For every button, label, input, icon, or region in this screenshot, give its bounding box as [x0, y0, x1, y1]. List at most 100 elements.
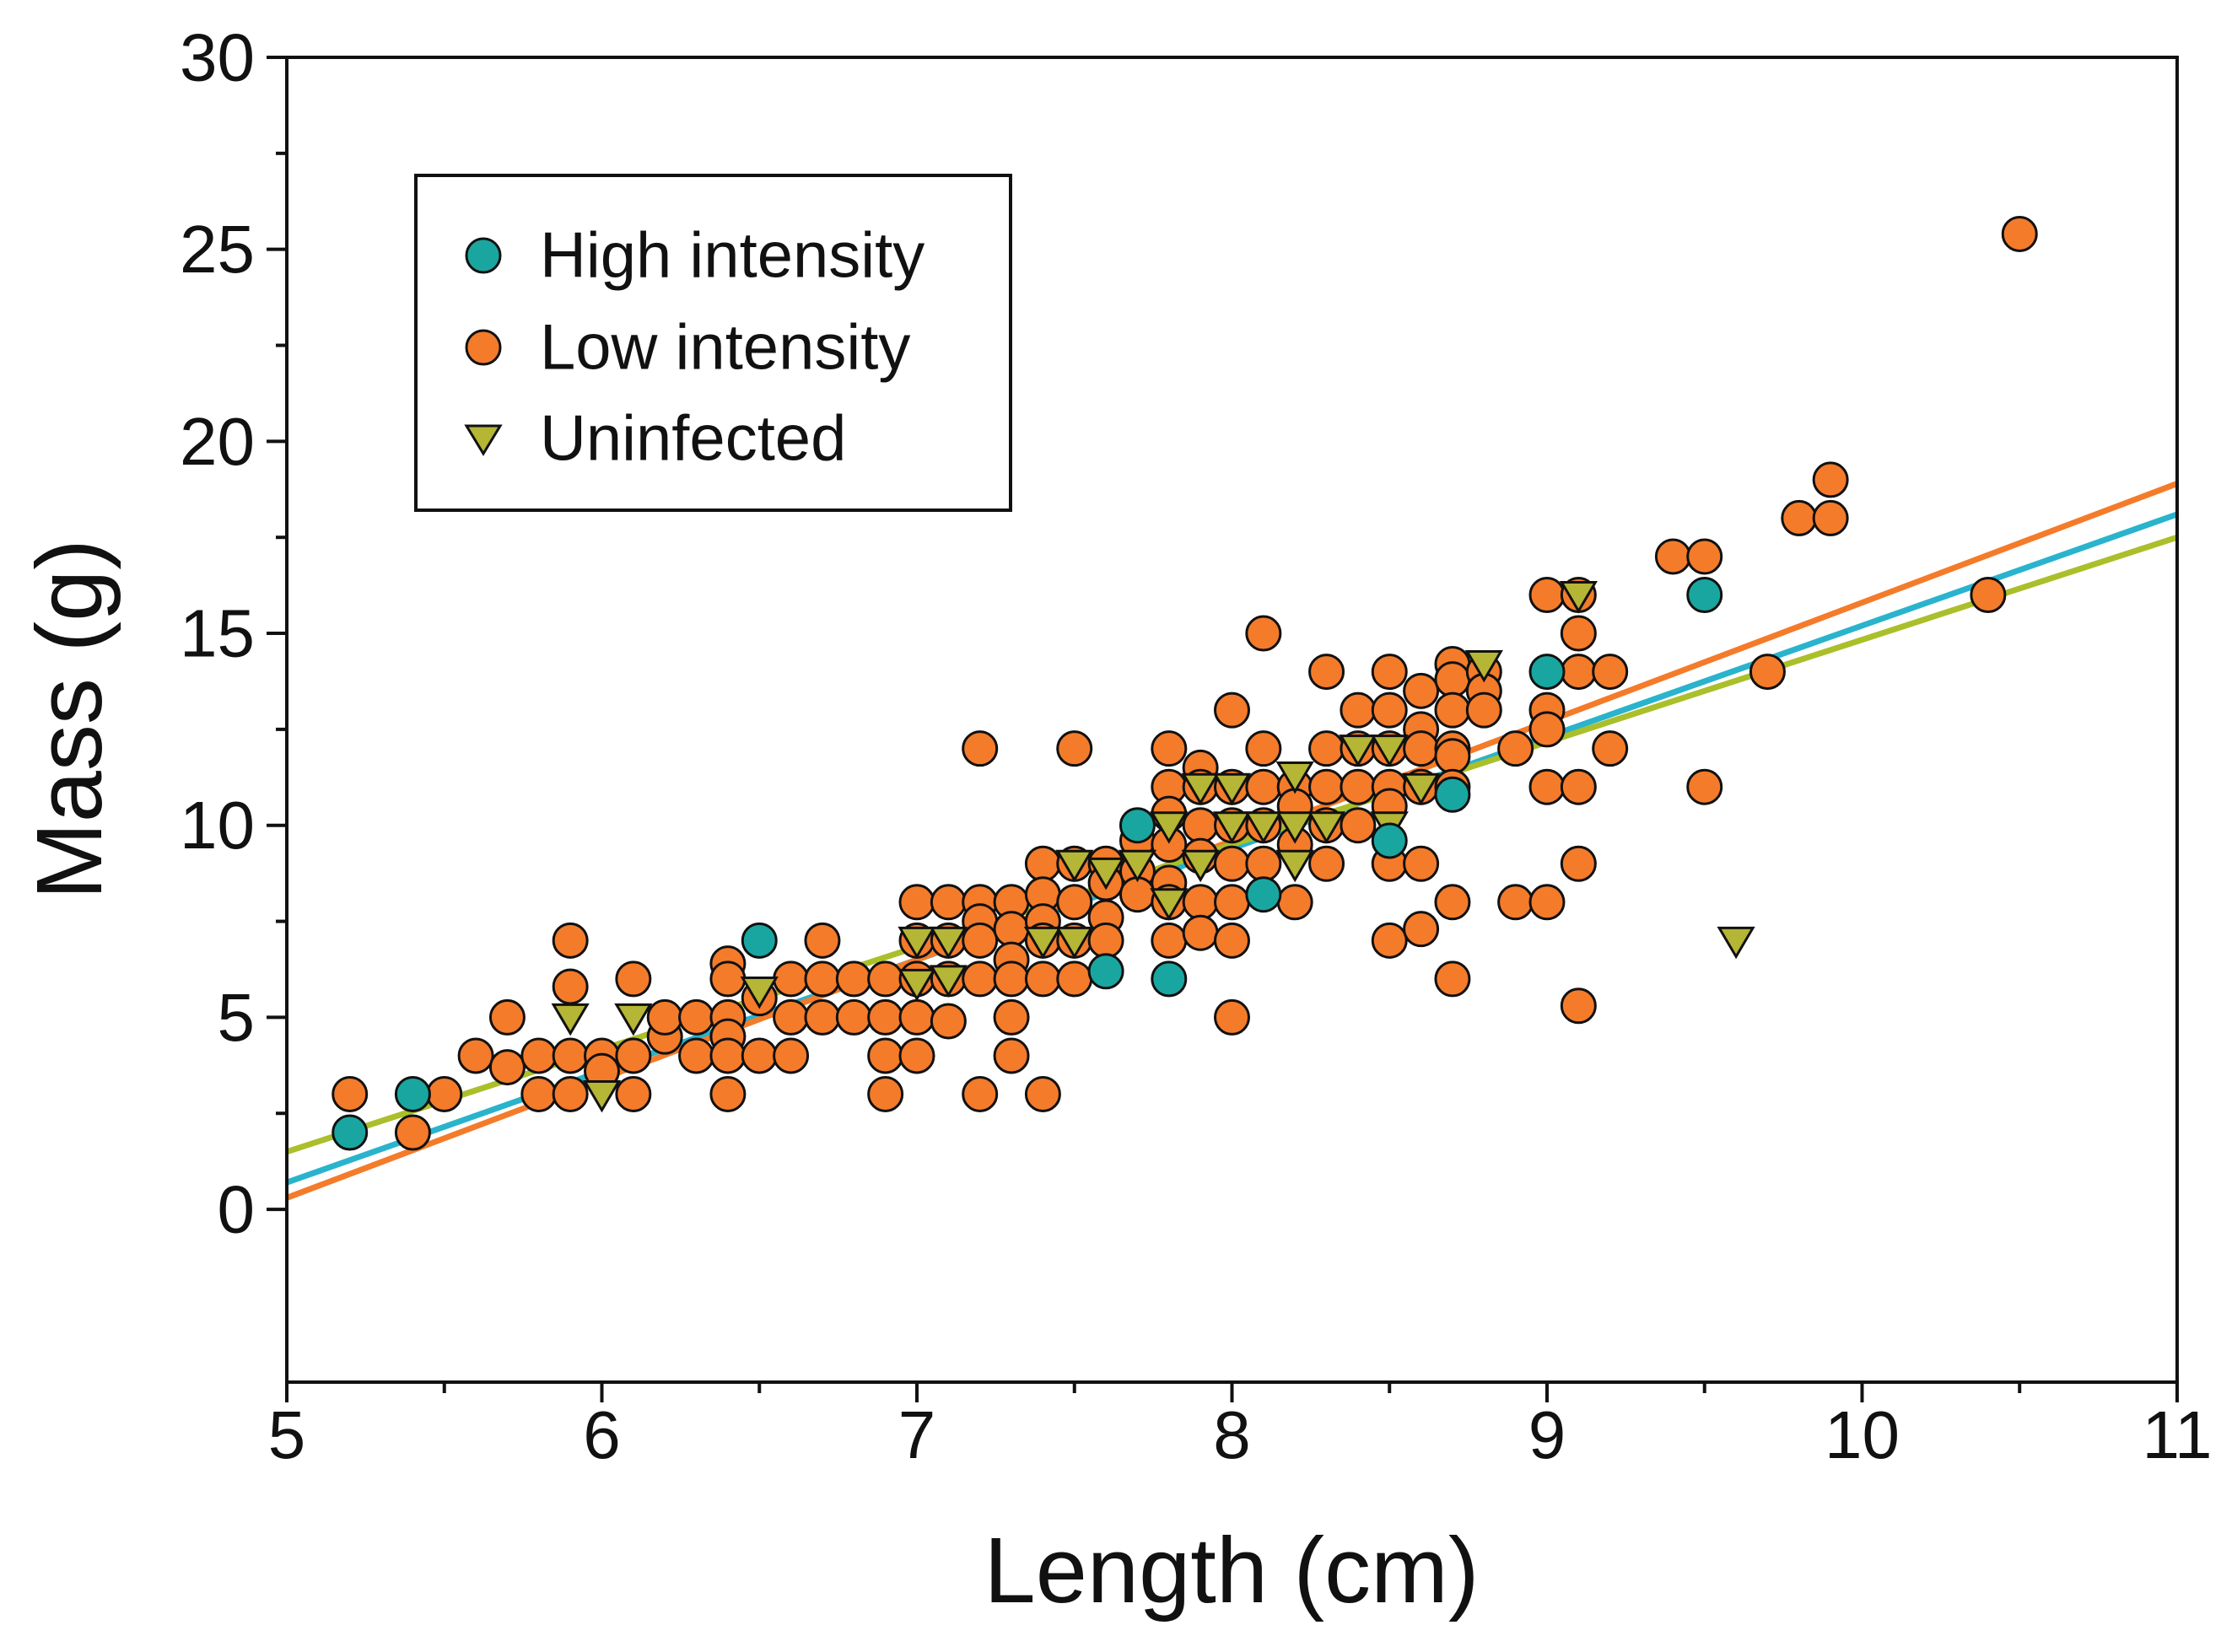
point-low — [993, 998, 1030, 1036]
point-low — [1151, 922, 1188, 959]
point-low — [1056, 730, 1093, 767]
point-low — [615, 961, 652, 998]
point-uninfected — [1212, 811, 1252, 844]
y-tick-label: 20 — [180, 404, 255, 479]
point-low — [1308, 730, 1345, 767]
point-high — [1151, 961, 1188, 998]
point-low — [332, 1075, 369, 1112]
point-low — [1024, 961, 1061, 998]
point-low — [646, 998, 683, 1036]
point-high — [394, 1075, 431, 1112]
point-low — [394, 1114, 431, 1151]
point-low — [1528, 577, 1566, 614]
point-low — [993, 961, 1030, 998]
point-low — [1434, 738, 1471, 775]
point-low — [1024, 1075, 1061, 1112]
point-low — [552, 922, 589, 959]
point-uninfected — [1181, 772, 1220, 806]
point-low — [1371, 691, 1408, 729]
point-uninfected — [1055, 926, 1094, 960]
y-tick-label: 5 — [218, 980, 256, 1055]
y-tick-label: 10 — [180, 788, 255, 863]
point-low — [898, 884, 935, 921]
point-uninfected — [1307, 811, 1346, 844]
point-low — [1434, 691, 1471, 729]
point-uninfected — [1212, 772, 1252, 806]
point-low — [552, 1037, 589, 1074]
point-low — [773, 1037, 810, 1074]
point-low — [709, 961, 747, 998]
point-low — [1056, 961, 1093, 998]
point-low — [1182, 884, 1219, 921]
point-low — [962, 961, 999, 998]
data-points — [332, 215, 2038, 1151]
point-low — [867, 1075, 904, 1112]
point-low — [520, 1075, 558, 1112]
point-low — [1434, 661, 1471, 698]
point-low — [1528, 768, 1566, 805]
point-low — [1087, 922, 1124, 959]
legend-box — [414, 174, 1012, 512]
legend: High intensity Low intensity Uninfected — [414, 174, 1012, 512]
x-tick-label: 9 — [1528, 1397, 1566, 1472]
point-low — [678, 1037, 715, 1074]
x-tick-label: 6 — [583, 1397, 621, 1472]
point-uninfected — [1559, 581, 1598, 614]
point-uninfected — [551, 1003, 590, 1036]
point-low — [1403, 911, 1440, 948]
legend-label-high: High intensity — [540, 220, 925, 292]
legend-marker-high — [465, 237, 502, 274]
point-low — [678, 998, 715, 1036]
point-low — [1308, 654, 1345, 691]
point-low — [962, 730, 999, 767]
point-high — [1119, 807, 1156, 844]
point-low — [867, 1037, 904, 1074]
point-low — [1245, 768, 1282, 805]
point-uninfected — [1150, 811, 1189, 844]
legend-marker-uninfected — [464, 424, 503, 456]
point-low — [1970, 577, 2007, 614]
ticks: 5 6 7 8 9 10 11 0 5 10 15 20 25 30 — [180, 20, 2213, 1473]
point-low — [1465, 691, 1502, 729]
point-uninfected — [1244, 811, 1283, 844]
point-low — [1403, 730, 1440, 767]
legend-marker-low — [465, 329, 502, 366]
point-low — [1686, 538, 1723, 575]
point-uninfected — [1118, 849, 1157, 883]
y-tick-label: 25 — [180, 212, 255, 287]
point-low — [1560, 845, 1597, 882]
point-low — [1245, 845, 1282, 882]
point-low — [773, 998, 810, 1036]
point-uninfected — [898, 926, 936, 960]
point-uninfected — [582, 1079, 622, 1113]
point-low — [1686, 768, 1723, 805]
point-low — [1812, 461, 1849, 498]
y-tick-label: 30 — [180, 20, 255, 95]
point-low — [1340, 768, 1377, 805]
y-tick-label: 0 — [218, 1172, 256, 1247]
point-low — [962, 922, 999, 959]
point-uninfected — [1181, 849, 1220, 883]
point-high — [1686, 577, 1723, 614]
point-low — [1308, 768, 1345, 805]
point-uninfected — [1055, 849, 1094, 883]
y-tick-label: 15 — [180, 596, 255, 671]
point-low — [898, 1037, 935, 1074]
point-uninfected — [898, 968, 936, 1002]
point-low — [1214, 998, 1250, 1036]
point-low — [1371, 654, 1408, 691]
legend-label-low: Low intensity — [540, 312, 910, 384]
point-uninfected — [1086, 857, 1125, 891]
point-low — [615, 1037, 652, 1074]
point-uninfected — [1150, 888, 1189, 921]
point-low — [520, 1037, 558, 1074]
point-low — [1024, 845, 1061, 882]
x-axis-label: Length (cm) — [984, 1519, 1480, 1622]
point-low — [1560, 768, 1597, 805]
point-low — [1560, 615, 1597, 652]
point-low — [1434, 961, 1471, 998]
point-high — [1087, 953, 1124, 990]
point-low — [1182, 807, 1219, 844]
x-tick-label: 10 — [1825, 1397, 1900, 1472]
